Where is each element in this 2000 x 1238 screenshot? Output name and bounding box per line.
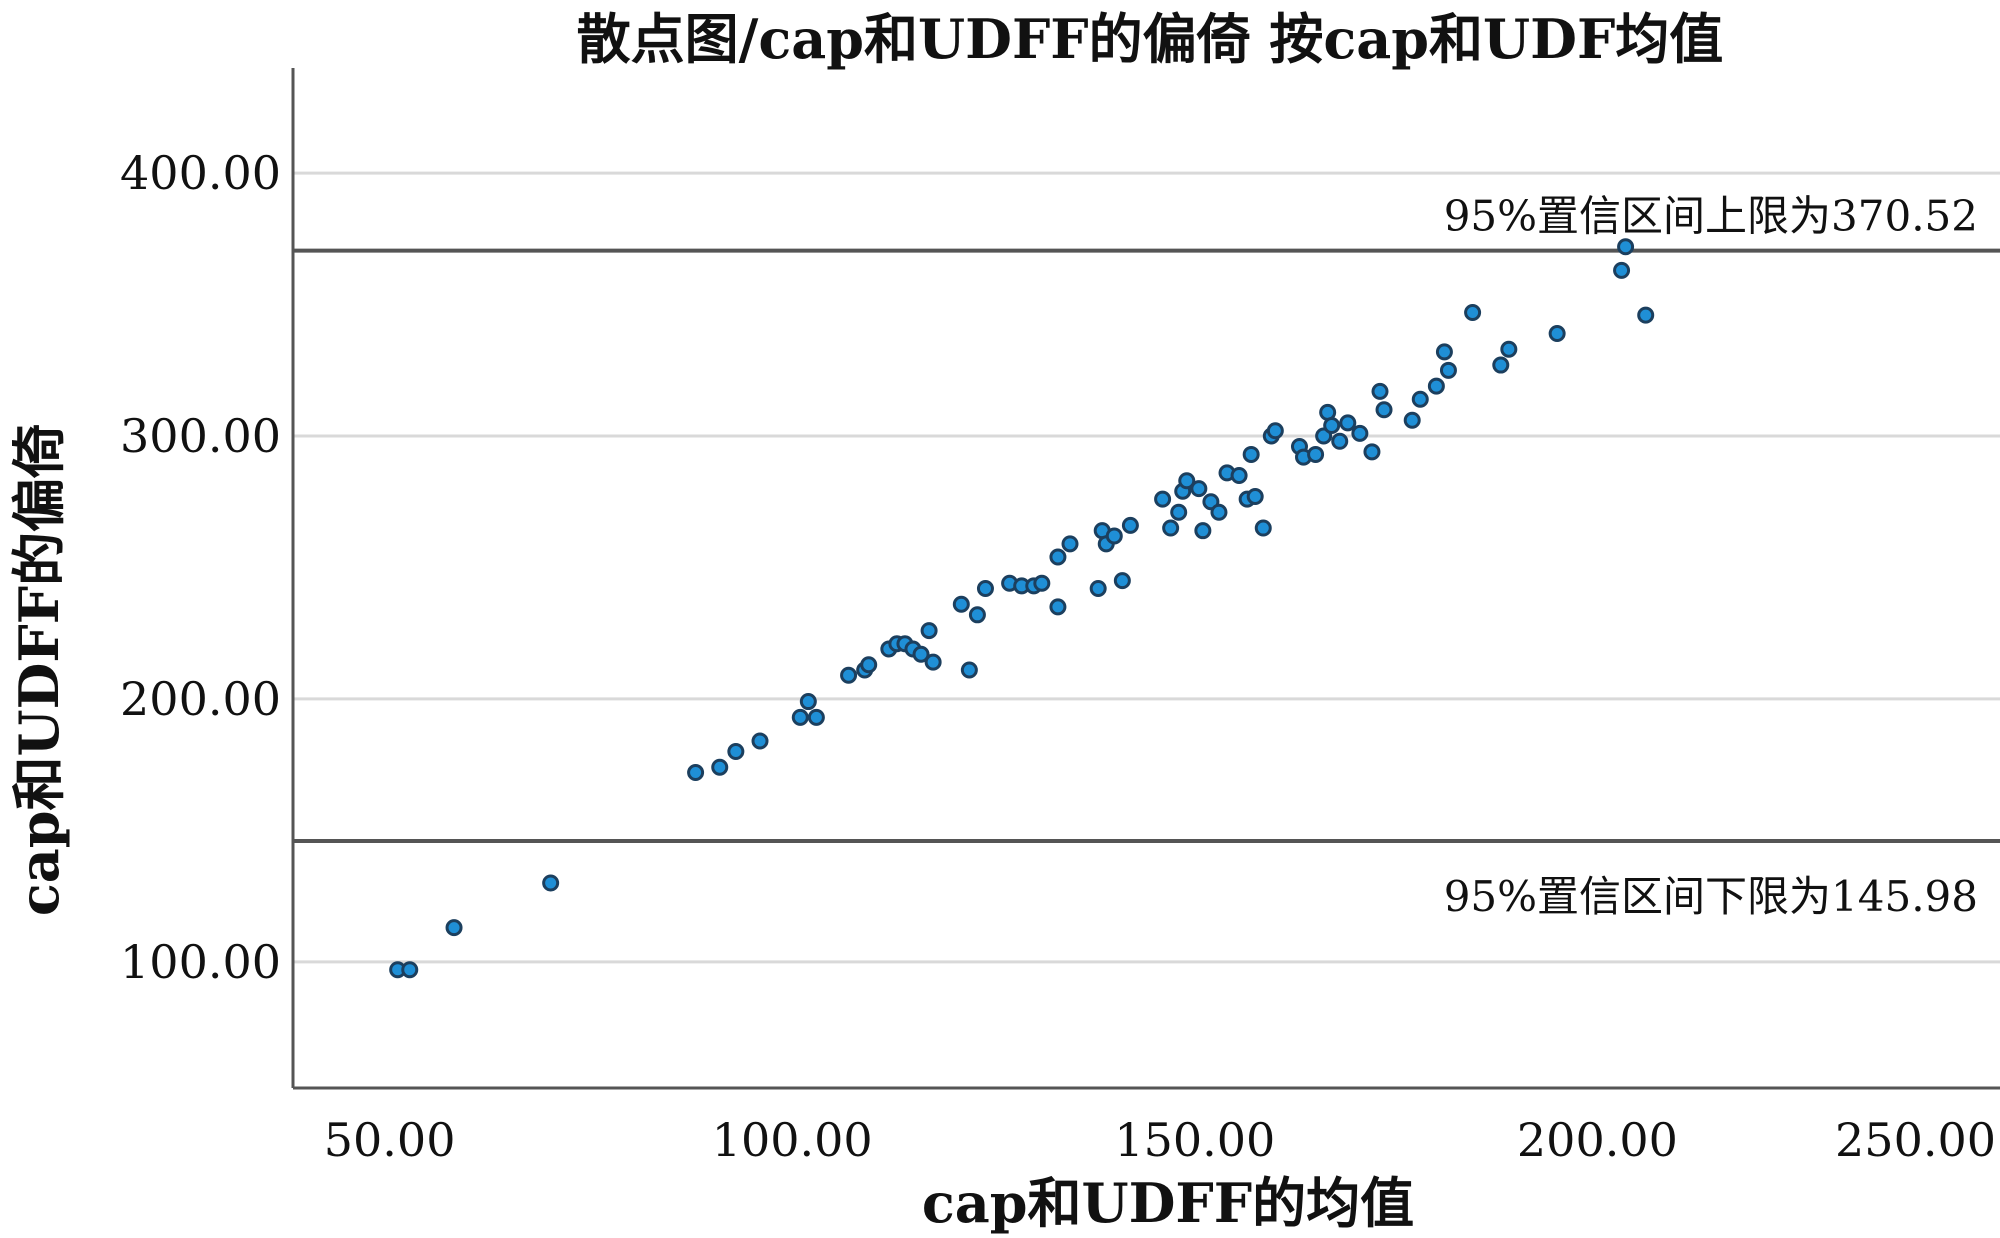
data-point	[1105, 527, 1123, 545]
grid-lines	[293, 171, 2000, 964]
y-tick-label: 100.00	[120, 935, 281, 989]
data-point	[1339, 414, 1357, 432]
data-point	[711, 758, 729, 776]
data-point	[1492, 356, 1510, 374]
data-point	[1121, 516, 1139, 534]
data-point	[1049, 598, 1067, 616]
y-axis-title: cap和UDFF的偏倚	[7, 424, 71, 916]
data-point	[807, 708, 825, 726]
data-point	[1363, 443, 1381, 461]
data-point	[1170, 503, 1188, 521]
data-point	[1411, 390, 1429, 408]
data-point	[751, 732, 769, 750]
data-point	[952, 595, 970, 613]
data-point	[542, 874, 560, 892]
x-tick-label: 50.00	[324, 1113, 456, 1167]
x-tick-label: 150.00	[1114, 1113, 1275, 1167]
data-point	[1178, 472, 1196, 490]
data-point	[1190, 480, 1208, 498]
data-point	[912, 645, 930, 663]
reference-labels: 95%置信区间上限为370.52 95%置信区间下限为145.98	[1444, 192, 1978, 921]
data-point	[1061, 535, 1079, 553]
y-tick-label: 400.00	[120, 146, 281, 200]
data-point	[1162, 519, 1180, 537]
data-point	[960, 661, 978, 679]
data-point	[1464, 303, 1482, 321]
data-point	[1435, 343, 1453, 361]
data-points	[389, 238, 1655, 979]
data-point	[968, 606, 986, 624]
data-point	[1613, 261, 1631, 279]
x-tick-label: 250.00	[1835, 1113, 1996, 1167]
data-point	[840, 666, 858, 684]
data-point	[1375, 401, 1393, 419]
data-point	[791, 708, 809, 726]
data-point	[687, 764, 705, 782]
data-point	[1089, 580, 1107, 598]
data-point	[1427, 377, 1445, 395]
y-tick-label: 300.00	[120, 409, 281, 463]
x-tick-label: 100.00	[712, 1113, 873, 1167]
data-point	[1331, 432, 1349, 450]
data-point	[1371, 382, 1389, 400]
data-point	[1154, 490, 1172, 508]
data-point	[920, 622, 938, 640]
data-point	[976, 580, 994, 598]
data-point	[1439, 361, 1457, 379]
data-point	[1500, 340, 1518, 358]
data-point	[1210, 503, 1228, 521]
upper-limit-label: 95%置信区间上限为370.52	[1444, 192, 1978, 241]
data-point	[1230, 466, 1248, 484]
data-point	[1246, 488, 1264, 506]
data-point	[1033, 574, 1051, 592]
lower-limit-label: 95%置信区间下限为145.98	[1444, 872, 1978, 921]
x-tick-labels: 50.00 100.00 150.00 200.00 250.00	[324, 1113, 1996, 1167]
y-tick-labels: 100.00 200.00 300.00 400.00	[120, 146, 281, 989]
data-point	[1194, 522, 1212, 540]
data-point	[1351, 424, 1369, 442]
data-point	[1242, 445, 1260, 463]
chart-title: 散点图/cap和UDFF的偏倚 按cap和UDF均值	[577, 7, 1724, 71]
y-tick-label: 200.00	[120, 672, 281, 726]
data-point	[1113, 572, 1131, 590]
x-tick-label: 200.00	[1517, 1113, 1678, 1167]
data-point	[1307, 445, 1325, 463]
data-point	[401, 961, 419, 979]
reference-lines	[293, 248, 2000, 843]
data-point	[1254, 519, 1272, 537]
data-point	[924, 653, 942, 671]
data-point	[1049, 548, 1067, 566]
data-point	[1637, 306, 1655, 324]
data-point	[1548, 325, 1566, 343]
data-point	[799, 693, 817, 711]
data-point	[1266, 422, 1284, 440]
data-point	[860, 656, 878, 674]
data-point	[1617, 238, 1635, 256]
data-point	[1403, 411, 1421, 429]
data-point	[445, 919, 463, 937]
data-point	[1323, 417, 1341, 435]
data-point	[727, 743, 745, 761]
x-axis-title: cap和UDFF的均值	[922, 1171, 1414, 1235]
